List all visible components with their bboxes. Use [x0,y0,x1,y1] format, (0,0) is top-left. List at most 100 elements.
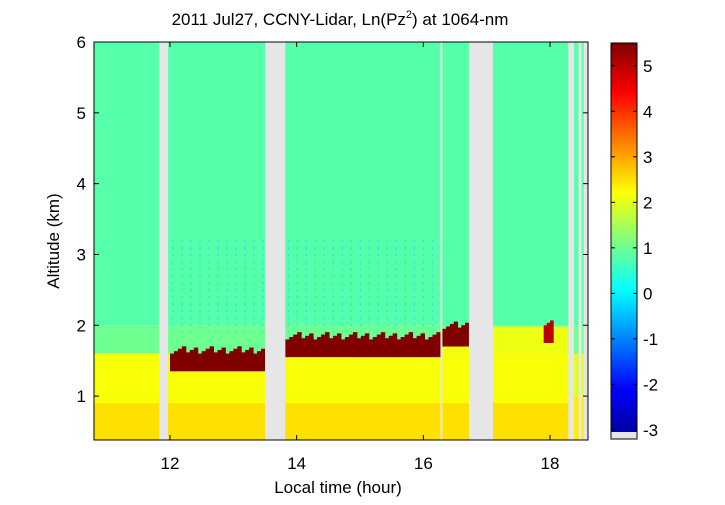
aerosol-peak [461,325,466,347]
colorbar-tick-label: 5 [643,57,652,76]
colorbar-tick-label: 4 [643,102,652,121]
colorbar-tick-label: -2 [643,375,658,394]
aerosol-peak [325,332,330,358]
aerosol-peak [289,337,294,358]
y-tick-label: 2 [77,316,86,335]
chart-title: 2011 Jul27, CCNY-Lidar, Ln(Pz2) at 1064-… [172,9,509,29]
aerosol-peak [321,334,326,358]
aerosol-peak [249,347,254,372]
aerosol-peak [233,348,238,372]
aerosol-peak [305,335,310,358]
aerosol-peak [442,328,447,347]
aerosol-peak [197,353,203,372]
plot-frame [93,41,589,441]
aerosol-peak [181,346,187,372]
colorbar [611,43,637,439]
aerosol-peak [221,347,226,372]
aerosol-peak [360,335,366,358]
y-tick-label: 4 [77,175,86,194]
missing-data-gap [578,42,582,440]
aerosol-peak [317,337,322,358]
aerosol-peak [245,349,250,372]
y-axis-label: Altitude (km) [44,193,63,288]
aerosol-peak [416,335,422,358]
aerosol-peak [336,333,342,358]
aerosol-peak [225,353,230,372]
missing-data-gap [568,42,575,440]
aerosol-peak [201,351,207,372]
aerosol-peak [313,339,318,358]
surface-layer [493,403,569,440]
aerosol-peak [229,351,234,372]
y-tick-label: 6 [77,33,86,52]
colorbar-ticks: 5 4 3 2 1 0 -1 -2 -3 [611,57,658,440]
aerosol-peak [550,320,554,343]
aerosol-peak [428,337,433,358]
aerosol-peak [333,335,338,358]
colorbar-missing-band [611,432,637,439]
surface-layer [168,403,265,440]
title-superscript: 2 [406,9,412,21]
aerosol-peak [356,338,362,358]
aerosol-peak [408,332,414,358]
aerosol-peak [189,349,195,372]
aerosol-peak [368,339,374,358]
aerosol-peak [241,352,246,372]
y-tick-label: 1 [77,387,86,406]
aerosol-peak [392,333,398,358]
aerosol-peak [257,351,262,372]
y-axis: 1 2 3 4 5 6 [77,33,588,406]
aerosol-peak [177,348,183,372]
aerosol-peak [546,322,551,343]
surface-layer [285,403,441,440]
colorbar-tick-label: 3 [643,148,652,167]
missing-data-gap [468,42,493,440]
heatmap-layer [94,42,588,326]
colorbar-tick-label: -3 [643,421,658,440]
aerosol-peak [436,332,441,358]
x-tick-label: 16 [414,454,433,473]
aerosol-peak [376,334,382,358]
aerosol-peak [173,351,179,372]
aerosol-peak [446,326,451,347]
aerosol-peak [205,348,211,372]
x-axis-label: Local time (hour) [274,478,402,497]
aerosol-peak [372,337,378,358]
aerosol-peak [424,339,429,358]
missing-data-gap [265,42,286,440]
x-axis: 12 14 16 18 [161,42,559,473]
aerosol-peak [400,337,406,358]
aerosol-peak [432,334,437,358]
missing-data-gap [159,42,169,440]
aerosol-peak [285,339,290,358]
aerosol-peak [344,337,350,358]
aerosol-peak [309,333,314,358]
aerosol-peak [217,349,222,372]
aerosol-peak [457,327,462,347]
colorbar-tick-label: -1 [643,330,658,349]
aerosol-peak [384,338,390,358]
colorbar-frame [610,42,638,440]
title-prefix: 2011 Jul27, CCNY-Lidar, Ln(Pz [172,10,406,29]
aerosol-peak [297,332,302,358]
aerosol-peak [213,352,218,372]
y-tick-label: 3 [77,245,86,264]
colorbar-tick-label: 2 [643,193,652,212]
x-tick-label: 12 [161,454,180,473]
aerosol-peak [293,334,298,358]
aerosol-peak [420,333,426,358]
aerosol-peak [329,338,334,358]
aerosol-peak [253,353,258,372]
aerosol-peak [412,338,418,358]
aerosol-peak [185,352,191,372]
aerosol-peak [301,338,306,358]
aerosol-peak [380,332,386,358]
heatmap-area [94,42,588,440]
x-tick-label: 14 [287,454,306,473]
surface-layer [442,403,469,440]
aerosol-peak [404,334,410,358]
aerosol-peak [352,332,358,358]
aerosol-peak [193,347,199,372]
